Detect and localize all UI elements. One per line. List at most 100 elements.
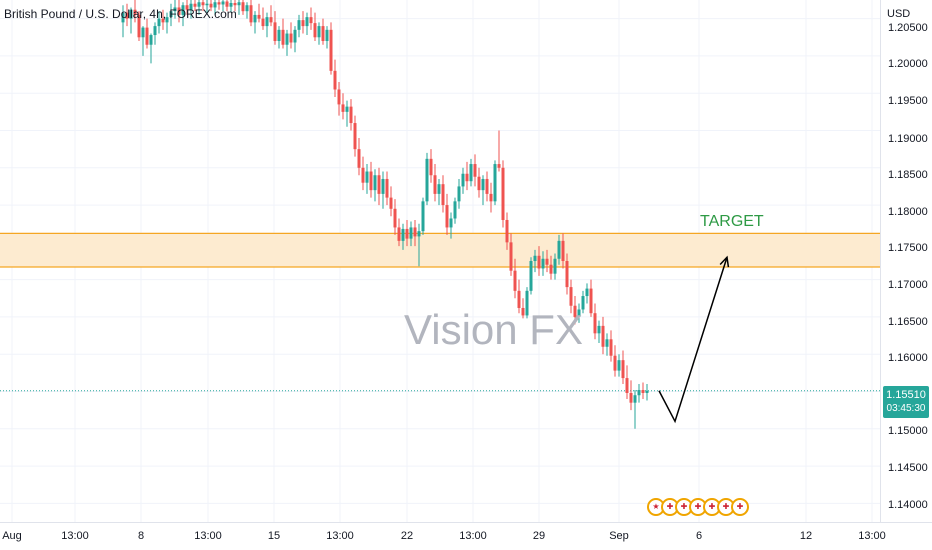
candle-down [613, 355, 617, 371]
candle-up [169, 11, 173, 18]
time-tick: 13:00 [61, 530, 89, 542]
candle-down [161, 18, 165, 23]
price-axis-currency[interactable]: USD [887, 8, 911, 20]
time-tick: 13:00 [459, 530, 487, 542]
candle-down [589, 288, 593, 314]
candle-down [561, 240, 565, 261]
time-tick: 13:00 [858, 530, 886, 542]
bar-countdown: 03:45:30 [886, 403, 926, 414]
candle-up [221, 1, 225, 5]
candle-up [365, 171, 369, 183]
candle-up [585, 288, 589, 297]
candle-down [629, 392, 633, 403]
candle-down [249, 5, 253, 23]
candle-down [513, 270, 517, 291]
candle-down [621, 360, 625, 379]
uk-flag-icon[interactable]: ✚ [717, 498, 735, 516]
candle-down [445, 205, 449, 228]
candle-down [389, 197, 393, 209]
candle-down [133, 9, 137, 15]
economic-events[interactable]: ★ ✚ ✚ ✚ ✚ ✚ ✚ [647, 498, 749, 518]
candle-up [493, 164, 497, 202]
candle-down [361, 167, 365, 183]
candle-up [285, 33, 289, 45]
candle-down [341, 104, 345, 112]
price-tick: 1.20500 [888, 22, 928, 34]
candle-up [229, 2, 233, 7]
candle-down [429, 158, 433, 176]
candle-down [241, 2, 245, 12]
time-axis-divider [0, 522, 932, 523]
candle-down [309, 17, 313, 24]
candle-up [213, 2, 217, 8]
candle-up [265, 17, 269, 27]
candle-down [397, 227, 401, 241]
candle-down [217, 2, 221, 5]
candle-up [189, 3, 193, 10]
candle-up [245, 5, 249, 12]
candle-up [317, 26, 321, 38]
candle-down [377, 175, 381, 194]
candle-up [557, 240, 561, 259]
candle-down [177, 7, 181, 15]
candle-down [281, 29, 285, 45]
candle-up [293, 29, 297, 43]
candle-down [193, 3, 197, 7]
candle-down [393, 208, 397, 228]
time-tick: 13:00 [326, 530, 354, 542]
candle-down [257, 14, 261, 19]
projection-arrow-head [719, 255, 730, 268]
candle-down [201, 2, 205, 6]
candle-down [593, 313, 597, 334]
candle-up [481, 178, 485, 191]
symbol-title[interactable]: British Pound / U.S. Dollar, 4h, FOREX.c… [4, 7, 237, 21]
candle-up [129, 9, 133, 19]
candle-down [369, 171, 373, 191]
time-tick: 6 [695, 530, 703, 542]
candle-down [517, 290, 521, 308]
price-tick: 1.18500 [888, 169, 928, 181]
price-tick: 1.17000 [888, 279, 928, 291]
price-tick: 1.20000 [888, 58, 928, 70]
candle-up [253, 14, 257, 23]
candle-up [453, 201, 457, 219]
candle-down [337, 89, 341, 105]
target-label[interactable]: TARGET [700, 213, 764, 230]
candle-up [305, 17, 309, 27]
price-tick: 1.14500 [888, 462, 928, 474]
time-tick: 8 [137, 530, 145, 542]
candle-up [149, 35, 153, 45]
candle-down [269, 17, 273, 23]
candle-down [545, 258, 549, 265]
candle-up [205, 3, 209, 6]
candle-down [289, 33, 293, 43]
last-price-badge[interactable]: 1.15510 03:45:30 [883, 386, 929, 418]
candle-up [181, 5, 185, 15]
price-tick: 1.16500 [888, 316, 928, 328]
uk-flag-icon[interactable]: ✚ [731, 498, 749, 516]
candle-up [457, 186, 461, 202]
candle-down [573, 305, 577, 317]
candle-down [321, 26, 325, 42]
candle-up [617, 360, 621, 371]
time-tick: Aug [2, 530, 22, 542]
price-tick: 1.17500 [888, 242, 928, 254]
time-tick: 22 [400, 530, 414, 542]
time-tick: Sep [609, 530, 629, 542]
candle-up [173, 7, 177, 12]
candle-up [401, 228, 405, 241]
candle-down [185, 5, 189, 10]
candle-up [197, 2, 201, 7]
candle-down [329, 29, 333, 71]
candle-down [273, 22, 277, 42]
candle-up [553, 258, 557, 274]
watermark-text: Vision FX [404, 306, 583, 353]
candle-up [381, 178, 385, 194]
candle-down [569, 287, 573, 306]
candle-up [577, 309, 581, 317]
time-tick: 13:00 [194, 530, 222, 542]
price-tick: 1.19500 [888, 95, 928, 107]
candle-down [501, 167, 505, 220]
